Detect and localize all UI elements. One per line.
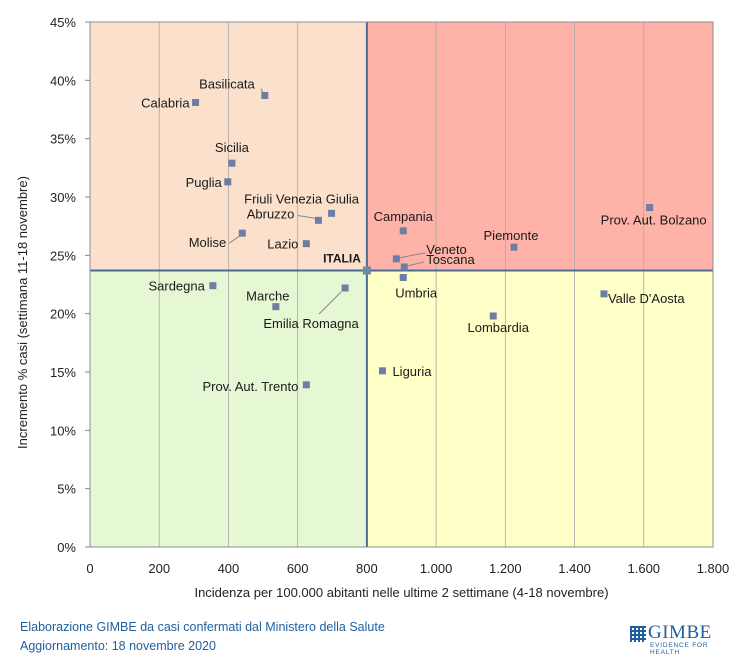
- point-prov-aut-trento: [302, 381, 310, 389]
- leader-abruzzo: [297, 214, 316, 219]
- footer-update: Aggiornamento: 18 novembre 2020: [20, 639, 216, 653]
- y-tick-label: 25%: [50, 248, 76, 263]
- label-valle-d-aosta: Valle D'Aosta: [608, 291, 685, 306]
- logo-grid-icon: [630, 626, 646, 642]
- point-toscana: [400, 263, 408, 271]
- point-friuli-venezia-giulia: [328, 209, 336, 217]
- label-sicilia: Sicilia: [215, 140, 250, 155]
- label-marche: Marche: [246, 289, 289, 304]
- leader-basilicata: [260, 88, 264, 93]
- point-lazio: [302, 240, 310, 248]
- point-lombardia: [489, 312, 497, 320]
- logo-word: GIMBE: [648, 622, 712, 643]
- leader-veneto: [399, 252, 426, 259]
- label-veneto: Veneto: [426, 242, 467, 257]
- label-lazio: Lazio: [267, 237, 298, 252]
- label-prov-aut-trento: Prov. Aut. Trento: [202, 379, 298, 394]
- y-tick-label: 45%: [50, 15, 76, 30]
- point-basilicata: [261, 92, 269, 99]
- y-tick-label: 20%: [50, 307, 76, 322]
- label-molise: Molise: [189, 235, 227, 250]
- footer-source: Elaborazione GIMBE da casi confermati da…: [20, 620, 385, 634]
- point-valle-d-aosta: [600, 290, 608, 298]
- label-campania: Campania: [374, 209, 434, 224]
- point-prov-aut-bolzano: [646, 204, 654, 211]
- point-molise: [238, 229, 246, 237]
- x-tick-label: 800: [356, 561, 378, 576]
- x-tick-label: 600: [287, 561, 309, 576]
- x-tick-label: 200: [148, 561, 170, 576]
- y-tick-label: 30%: [50, 190, 76, 205]
- y-tick-label: 5%: [57, 482, 76, 497]
- quadrant-bottom-right: [366, 270, 713, 547]
- label-emilia-romagna: Emilia Romagna: [263, 316, 359, 331]
- y-tick-label: 40%: [50, 73, 76, 88]
- label-sardegna: Sardegna: [148, 279, 205, 294]
- y-tick-label: 15%: [50, 365, 76, 380]
- x-tick-label: 1.400: [558, 561, 591, 576]
- label-basilicata: Basilicata: [199, 77, 255, 92]
- point-calabria: [192, 99, 200, 106]
- point-campania: [399, 227, 407, 235]
- y-tick-label: 0%: [57, 540, 76, 555]
- y-tick-label: 35%: [50, 132, 76, 147]
- point-abruzzo: [314, 216, 322, 224]
- x-tick-label: 400: [218, 561, 240, 576]
- italia-marker: [362, 266, 371, 275]
- label-lombardia: Lombardia: [468, 320, 530, 335]
- label-friuli-venezia-giulia: Friuli Venezia Giulia: [244, 191, 360, 206]
- y-tick-label: 10%: [50, 423, 76, 438]
- x-tick-label: 1.600: [628, 561, 661, 576]
- point-liguria: [378, 367, 386, 375]
- italia-label: ITALIA: [323, 252, 361, 266]
- label-abruzzo: Abruzzo: [247, 206, 295, 221]
- label-puglia: Puglia: [186, 175, 223, 190]
- label-liguria: Liguria: [392, 364, 432, 379]
- point-piemonte: [510, 243, 518, 251]
- logo-tagline: EVIDENCE FOR HEALTH: [650, 642, 709, 656]
- y-axis-title: Incremento % casi (settimana 11-18 novem…: [15, 176, 30, 449]
- point-sicilia: [228, 159, 236, 167]
- label-piemonte: Piemonte: [484, 228, 539, 243]
- gimbe-logo: GIMBE EVIDENCE FOR HEALTH: [630, 622, 722, 656]
- label-umbria: Umbria: [395, 286, 438, 301]
- leader-toscana: [407, 261, 425, 267]
- x-tick-label: 1.800: [697, 561, 730, 576]
- point-veneto: [392, 255, 400, 263]
- label-toscana: Toscana: [426, 252, 475, 267]
- point-sardegna: [209, 282, 217, 290]
- point-umbria: [399, 274, 407, 281]
- leader-emilia-romagna: [318, 291, 342, 315]
- x-axis-title: Incidenza per 100.000 abitanti nelle ult…: [194, 585, 608, 600]
- x-tick-label: 1.200: [489, 561, 522, 576]
- label-prov-aut-bolzano: Prov. Aut. Bolzano: [601, 213, 707, 228]
- point-puglia: [224, 178, 232, 186]
- point-marche: [272, 303, 280, 311]
- x-tick-label: 0: [86, 561, 93, 576]
- x-tick-label: 1.000: [420, 561, 453, 576]
- quadrant-top-right: [366, 22, 713, 271]
- point-emilia-romagna: [341, 284, 349, 292]
- plot-border: [89, 21, 714, 548]
- label-calabria: Calabria: [141, 96, 190, 111]
- leader-molise: [229, 235, 240, 244]
